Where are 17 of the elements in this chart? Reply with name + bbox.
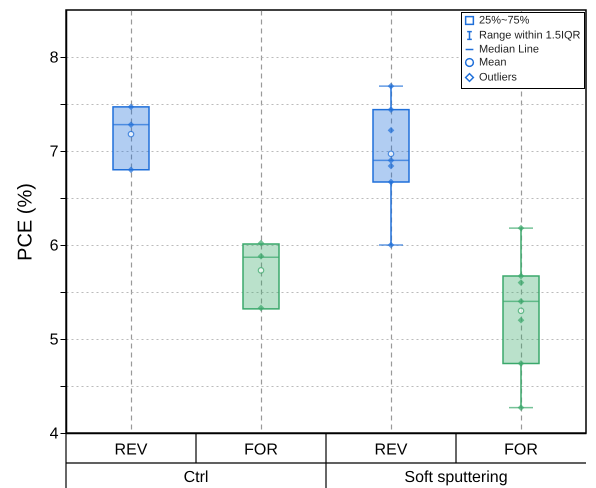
text: Soft sputtering — [404, 469, 508, 486]
y-tick-label: 6 — [50, 238, 59, 254]
annotation: Mean — [479, 56, 507, 68]
y-axis-title: PCE (%) — [14, 183, 37, 261]
x-tick-label: FOR — [504, 442, 538, 458]
annotation: Median Line — [479, 44, 539, 56]
annotation: Outliers — [479, 72, 518, 84]
x-tick-label: REV — [374, 442, 408, 458]
y-tick-label: 4 — [50, 426, 59, 442]
x-tick-label: REV — [114, 442, 148, 458]
y-tick-label: 5 — [50, 332, 59, 348]
annotation: Range within 1.5IQR — [479, 30, 581, 42]
x-tick-label: FOR — [244, 442, 278, 458]
y-tick-label: 7 — [50, 144, 59, 160]
text: Ctrl — [184, 469, 208, 486]
annotation: 25%~75% — [479, 14, 530, 26]
y-tick-label: 8 — [50, 50, 59, 66]
